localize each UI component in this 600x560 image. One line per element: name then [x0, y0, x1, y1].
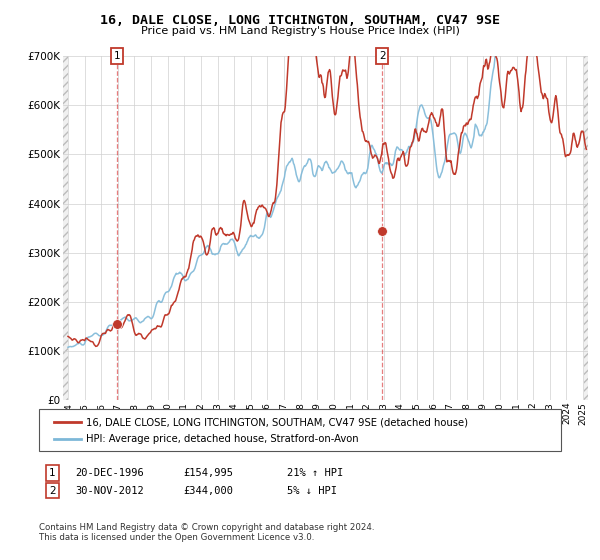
Text: Contains HM Land Registry data © Crown copyright and database right 2024.: Contains HM Land Registry data © Crown c… [39, 523, 374, 532]
Text: 20-DEC-1996: 20-DEC-1996 [75, 468, 144, 478]
Text: 16, DALE CLOSE, LONG ITCHINGTON, SOUTHAM, CV47 9SE: 16, DALE CLOSE, LONG ITCHINGTON, SOUTHAM… [100, 13, 500, 27]
Bar [63, 56, 68, 400]
Text: 1: 1 [114, 51, 121, 61]
Text: Price paid vs. HM Land Registry's House Price Index (HPI): Price paid vs. HM Land Registry's House … [140, 26, 460, 36]
Text: £154,995: £154,995 [183, 468, 233, 478]
Text: 16, DALE CLOSE, LONG ITCHINGTON, SOUTHAM, CV47 9SE (detached house): 16, DALE CLOSE, LONG ITCHINGTON, SOUTHAM… [86, 417, 468, 427]
Bar [584, 56, 588, 400]
Text: This data is licensed under the Open Government Licence v3.0.: This data is licensed under the Open Gov… [39, 533, 314, 542]
Text: 2: 2 [379, 51, 386, 61]
Text: HPI: Average price, detached house, Stratford-on-Avon: HPI: Average price, detached house, Stra… [86, 434, 358, 444]
Text: 21% ↑ HPI: 21% ↑ HPI [287, 468, 343, 478]
Text: 2: 2 [49, 486, 56, 496]
Text: 1: 1 [49, 468, 56, 478]
Text: £344,000: £344,000 [183, 486, 233, 496]
Text: 30-NOV-2012: 30-NOV-2012 [75, 486, 144, 496]
Text: 5% ↓ HPI: 5% ↓ HPI [287, 486, 337, 496]
